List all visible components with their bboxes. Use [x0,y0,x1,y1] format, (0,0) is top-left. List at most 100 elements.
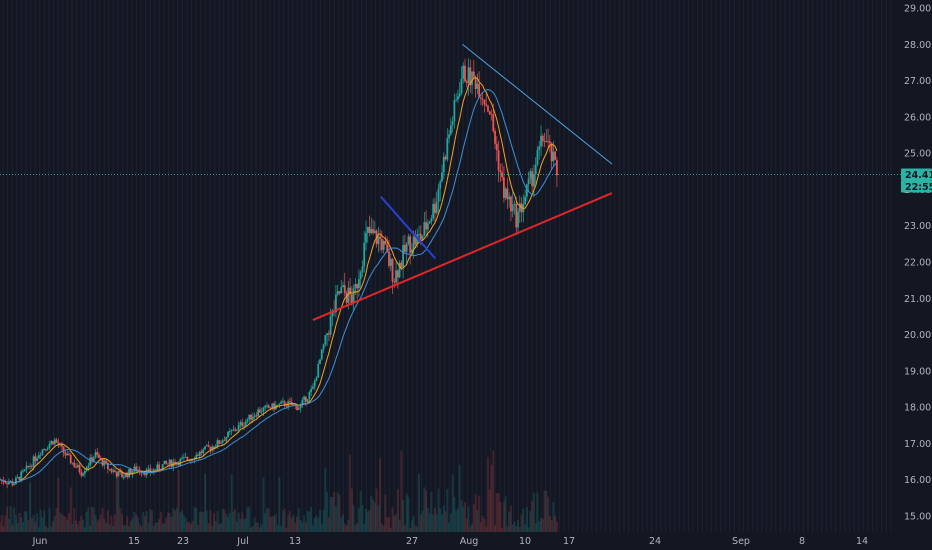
trendline-flag[interactable] [380,196,436,260]
trendline-resistance[interactable] [462,43,613,165]
volume-bar [50,526,53,532]
candle-body [119,470,122,473]
volume-bar [168,513,171,532]
volume-bar [334,506,337,532]
candle-body [96,452,99,455]
volume-bar [89,526,92,532]
candle-body [327,333,330,335]
volume-bar [506,526,509,532]
candle-body [430,218,433,222]
volume-bar [6,506,9,532]
volume-bar [548,516,551,532]
volume-bar [292,515,295,532]
candle-body [529,171,532,179]
volume-bar [327,517,330,532]
candle-body [23,469,26,471]
volume-bar [75,520,78,532]
volume-bar [396,489,399,532]
candle-body [266,405,268,407]
candle-body [181,457,184,459]
candle-body [490,114,493,115]
candle-body [349,287,351,295]
candle-body [204,446,206,450]
volume-bar [143,515,146,532]
volume-bar [46,527,49,532]
candle-body [115,472,118,477]
candle-body [218,440,221,444]
volume-bar [60,514,63,532]
volume-bar [135,514,138,532]
volume-bar [16,523,19,532]
volume-bar [119,507,122,532]
volume-bar [159,511,162,532]
volume-bar [128,526,131,532]
time-axis[interactable]: Jun 15 23 Jul 13 27 Aug 10 17 24 Sep 8 14 [32,536,868,547]
candle-body [441,172,443,182]
candle-body [289,401,291,403]
candle-body [340,287,343,294]
candle-body [515,203,518,228]
candle-body [556,160,558,176]
candle-body [437,188,440,202]
candle-body [487,105,489,112]
volume-bar [23,511,26,532]
candle-body [495,143,498,151]
volume-bar [262,477,265,532]
candle-body [310,388,313,392]
price-axis[interactable]: 15.00 16.00 17.00 18.00 19.00 20.00 21.00 22.00… [904,4,931,523]
volume-bar [198,512,201,532]
candle-body [133,466,136,472]
volume-bar [9,506,12,532]
candle-body [448,134,450,139]
volume-bar [418,473,421,532]
candle-body [398,262,401,278]
candle-body [129,468,132,475]
trendline-support[interactable] [312,192,613,321]
candle-body [492,114,495,131]
volume-bar [170,516,173,532]
volume-bar [175,507,178,532]
candle-body [296,405,298,410]
volume-bar [230,473,233,532]
x-tick-label: 13 [289,536,301,547]
volume-bar [545,490,548,532]
volume-bar [288,511,291,532]
candle-body [278,403,281,405]
candle-body [225,437,228,441]
volume-bar [235,521,238,532]
candle-body [20,471,23,481]
candle-body [315,377,318,382]
candle-body [41,449,44,455]
volume-bar [200,511,203,532]
candle-body [352,288,355,303]
candle-body [78,465,81,473]
volume-bar [151,510,154,532]
candle-body [156,464,159,471]
trendlines[interactable] [312,43,613,321]
volume-bar [99,514,102,532]
volume-bar [248,506,251,532]
volume-bar [149,508,152,532]
volume-bar [90,506,93,532]
candle-body [531,171,534,187]
candle-body [82,473,84,476]
candle-body [403,244,406,252]
volume-bar [469,526,472,532]
candle-body [502,177,505,198]
candle-body [434,203,436,213]
candle-body [449,125,452,135]
candle-body [75,466,77,468]
candle-body [230,430,233,432]
volume-bar [52,521,55,532]
candle-body [36,458,39,461]
candle-body [361,266,364,273]
candle-body [46,448,49,450]
countdown-badge-bg [901,180,932,193]
candle-body [358,279,360,289]
volume-bar [82,519,85,532]
volume-bar [202,512,205,532]
candle-body [241,422,244,427]
volume-bar [64,516,67,532]
